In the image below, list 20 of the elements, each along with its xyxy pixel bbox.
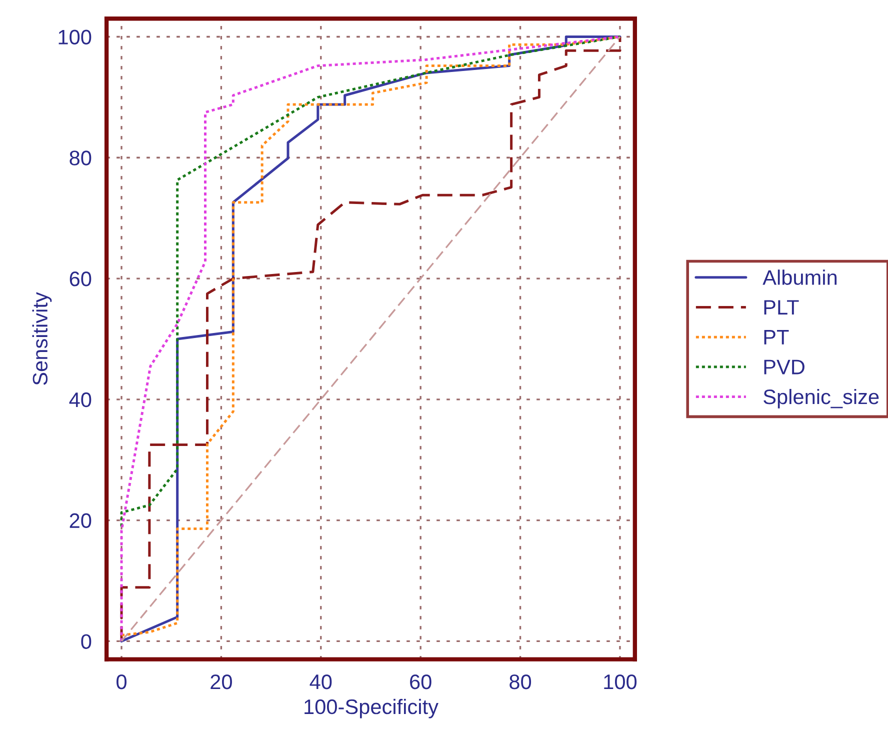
x-tick-label: 60 [410,674,432,690]
y-tick-label: 60 [70,272,92,286]
y-tick-label: 80 [70,150,92,166]
legend-label: PVD [764,360,804,374]
legend-label: Albumin [762,270,837,285]
y-tick-label: 40 [69,392,92,408]
x-tick-label: 80 [510,674,532,690]
y-tick-label: 0 [81,634,92,649]
y-tick-label: 20 [70,513,92,528]
line-series [120,36,622,528]
x-tick-label: 0 [116,674,126,690]
x-tick-label: 40 [310,674,332,690]
y-tick-label: 100 [58,30,92,45]
legend-label: PLT [764,300,799,315]
x-tick-label: 20 [210,674,232,690]
legend-label: PT [764,330,789,344]
x-axis-title: 100-Specificity [304,698,438,718]
legend-label: Splenic_size [764,388,879,408]
x-tick-label: 100 [604,674,637,690]
y-axis-title: Sensitivity [32,292,52,385]
